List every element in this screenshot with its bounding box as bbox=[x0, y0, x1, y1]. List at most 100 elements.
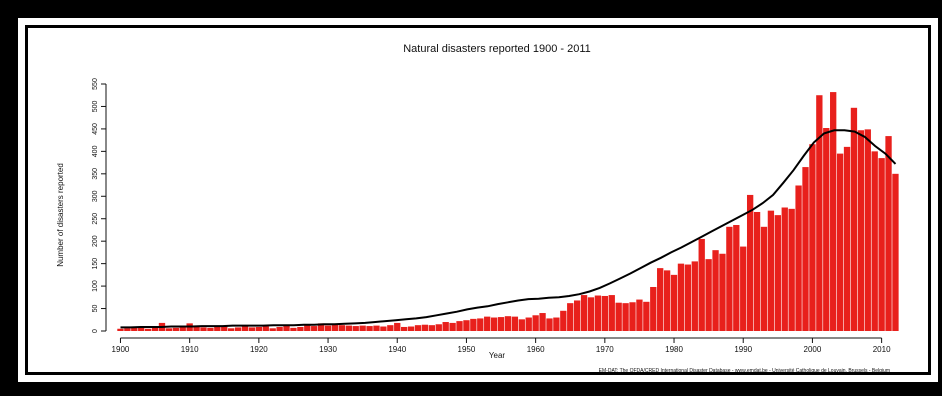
bar bbox=[269, 328, 276, 331]
bar bbox=[629, 302, 636, 331]
y-tick-label: 350 bbox=[92, 168, 99, 180]
bar bbox=[795, 185, 802, 331]
x-tick-label: 1910 bbox=[181, 345, 199, 354]
bar bbox=[594, 295, 602, 331]
bar bbox=[532, 315, 539, 331]
bar bbox=[719, 253, 726, 331]
bar bbox=[636, 299, 643, 331]
bar bbox=[781, 207, 788, 331]
y-tick-label: 100 bbox=[92, 280, 99, 292]
x-tick-label: 1960 bbox=[527, 345, 545, 354]
bar bbox=[864, 129, 871, 331]
bar bbox=[573, 300, 581, 331]
y-tick-label: 400 bbox=[92, 145, 99, 157]
bar bbox=[151, 327, 159, 331]
bar bbox=[338, 325, 346, 331]
x-tick-label: 1990 bbox=[734, 345, 752, 354]
bar bbox=[484, 316, 491, 331]
bar bbox=[207, 327, 214, 331]
bar bbox=[352, 326, 359, 331]
y-tick-label: 50 bbox=[92, 305, 99, 313]
bar bbox=[435, 324, 442, 331]
y-axis-label: Number of disasters reported bbox=[56, 163, 65, 267]
bar bbox=[539, 313, 546, 331]
bar bbox=[345, 325, 352, 331]
bar bbox=[311, 326, 318, 331]
x-tick-label: 2010 bbox=[873, 345, 891, 354]
bar bbox=[760, 226, 768, 331]
bar bbox=[753, 211, 761, 331]
bar bbox=[850, 107, 858, 331]
bar bbox=[885, 136, 892, 331]
bar bbox=[331, 324, 339, 331]
bar bbox=[746, 194, 754, 331]
x-tick-label: 1920 bbox=[250, 345, 268, 354]
bar bbox=[836, 153, 844, 331]
x-tick-label: 1930 bbox=[319, 345, 337, 354]
bar bbox=[221, 326, 228, 331]
bar bbox=[504, 316, 512, 331]
bar bbox=[525, 317, 532, 331]
source-note: EM-DAT: The OFDA/CRED International Disa… bbox=[599, 368, 890, 374]
bar bbox=[892, 173, 899, 331]
y-tick-label: 0 bbox=[92, 329, 99, 333]
bar bbox=[608, 295, 615, 331]
bar bbox=[774, 215, 781, 331]
bar bbox=[497, 317, 505, 331]
bar bbox=[304, 324, 311, 331]
bar bbox=[767, 210, 775, 331]
bar bbox=[705, 259, 712, 331]
x-tick-label: 2000 bbox=[804, 345, 822, 354]
bar bbox=[684, 264, 692, 331]
x-tick-label: 1950 bbox=[458, 345, 476, 354]
bar bbox=[518, 319, 525, 331]
x-axis: 1900 1910 1920 1930 1940 1950 1960 1970 1980 1990… bbox=[112, 337, 891, 354]
bar bbox=[144, 328, 152, 331]
bar bbox=[165, 328, 173, 331]
bar-series bbox=[117, 92, 899, 332]
bar bbox=[490, 317, 498, 331]
bar bbox=[387, 325, 394, 331]
bar bbox=[442, 322, 449, 331]
bar bbox=[179, 325, 186, 331]
bar bbox=[816, 95, 823, 332]
y-tick-label: 450 bbox=[92, 123, 99, 135]
bar bbox=[463, 320, 470, 331]
bar bbox=[234, 327, 242, 331]
bar bbox=[449, 322, 456, 331]
bar bbox=[622, 303, 629, 331]
bar bbox=[843, 146, 851, 331]
trend-line bbox=[120, 129, 897, 329]
bar bbox=[241, 326, 249, 331]
bar bbox=[407, 326, 415, 331]
bar bbox=[871, 151, 878, 331]
bar bbox=[726, 226, 733, 331]
bar bbox=[878, 158, 885, 331]
bar bbox=[276, 326, 283, 331]
bar bbox=[830, 92, 837, 331]
bar bbox=[650, 286, 657, 331]
bar bbox=[193, 326, 200, 331]
bar bbox=[560, 310, 567, 331]
y-tick-label: 150 bbox=[92, 258, 99, 270]
chart-panel: Natural disasters reported 1900 - 2011 0… bbox=[18, 18, 938, 382]
bar bbox=[248, 327, 256, 331]
bar bbox=[546, 318, 553, 331]
bar bbox=[401, 326, 408, 331]
y-tick-label: 200 bbox=[92, 235, 99, 247]
bar bbox=[733, 225, 740, 331]
bar bbox=[580, 295, 588, 331]
y-tick-label: 300 bbox=[92, 190, 99, 202]
bar bbox=[138, 327, 145, 331]
y-tick-label: 550 bbox=[92, 78, 99, 90]
bar bbox=[857, 130, 865, 331]
bar bbox=[228, 328, 235, 331]
bar bbox=[823, 128, 830, 331]
bar bbox=[657, 268, 664, 331]
bar bbox=[373, 325, 380, 331]
bar bbox=[691, 261, 698, 331]
y-tick-label: 250 bbox=[92, 213, 99, 225]
natural-disasters-chart: Natural disasters reported 1900 - 2011 0… bbox=[56, 43, 899, 374]
bar bbox=[428, 325, 436, 331]
chart-title: Natural disasters reported 1900 - 2011 bbox=[403, 43, 591, 55]
